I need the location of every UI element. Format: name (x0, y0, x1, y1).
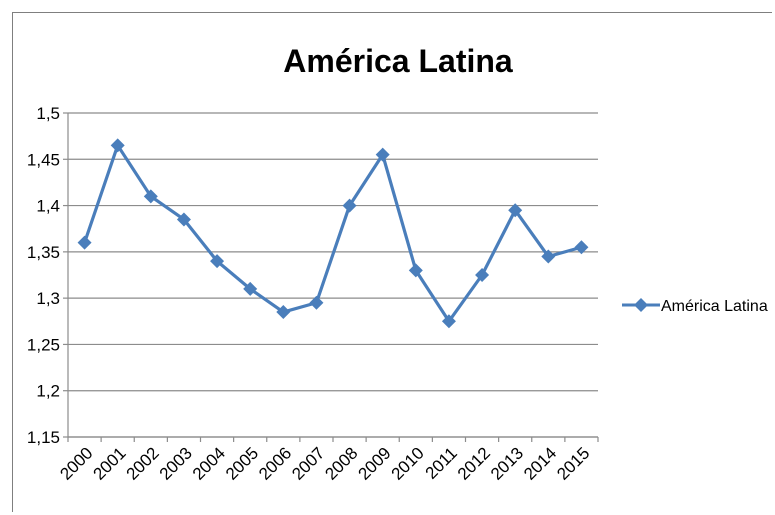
x-tick-label: 2004 (189, 444, 229, 484)
x-tick-label: 2013 (487, 444, 527, 484)
x-tick-label: 2011 (422, 444, 461, 483)
series-line (83, 143, 582, 323)
legend-marker (634, 298, 648, 312)
x-tick-label: 2012 (454, 444, 494, 484)
axes (67, 113, 598, 438)
data-point (210, 254, 225, 269)
x-tick-label: 2000 (56, 444, 96, 484)
data-point (77, 235, 92, 250)
x-axis-ticks: 2000200120022003200420052006200720082009… (56, 437, 599, 484)
y-tick-label: 1,25 (27, 335, 60, 354)
y-tick-label: 1,3 (36, 289, 60, 308)
y-tick-label: 1,45 (27, 150, 60, 169)
x-tick-label: 2014 (520, 444, 560, 484)
x-tick-label: 2007 (288, 444, 328, 484)
chart-title: América Latina (283, 43, 513, 79)
x-tick-label: 2003 (156, 444, 196, 484)
y-tick-label: 1,15 (27, 428, 60, 447)
data-point (408, 263, 423, 278)
y-tick-label: 1,5 (36, 104, 60, 123)
data-point (309, 295, 324, 310)
y-axis-ticks: 1,5 1,45 1,4 1,35 1,3 1,25 1,2 1,15 (27, 104, 68, 447)
data-point (243, 281, 258, 296)
data-point (276, 305, 291, 320)
x-tick-label: 2002 (123, 444, 163, 484)
data-point (375, 147, 390, 162)
data-point (441, 314, 456, 329)
y-tick-label: 1,4 (36, 197, 60, 216)
series-group (77, 138, 589, 329)
x-tick-label: 2009 (355, 444, 395, 484)
data-point (541, 249, 556, 264)
x-tick-label: 2015 (553, 444, 593, 484)
data-point (143, 189, 158, 204)
chart-frame (12, 12, 772, 512)
legend-label: América Latina (661, 298, 768, 315)
data-point (342, 198, 357, 213)
data-point (574, 240, 589, 255)
x-tick-label: 2010 (388, 444, 428, 484)
y-tick-label: 1,35 (27, 243, 60, 262)
x-tick-label: 2001 (90, 444, 130, 484)
x-tick-label: 2005 (222, 444, 262, 484)
data-point (110, 138, 125, 153)
grid-lines (68, 112, 598, 438)
x-tick-label: 2006 (255, 444, 295, 484)
y-tick-label: 1,2 (36, 382, 60, 401)
data-point (475, 268, 490, 282)
data-point (508, 203, 523, 218)
data-point (176, 212, 191, 227)
legend: América Latina (622, 298, 768, 315)
x-tick-label: 2008 (321, 444, 361, 484)
